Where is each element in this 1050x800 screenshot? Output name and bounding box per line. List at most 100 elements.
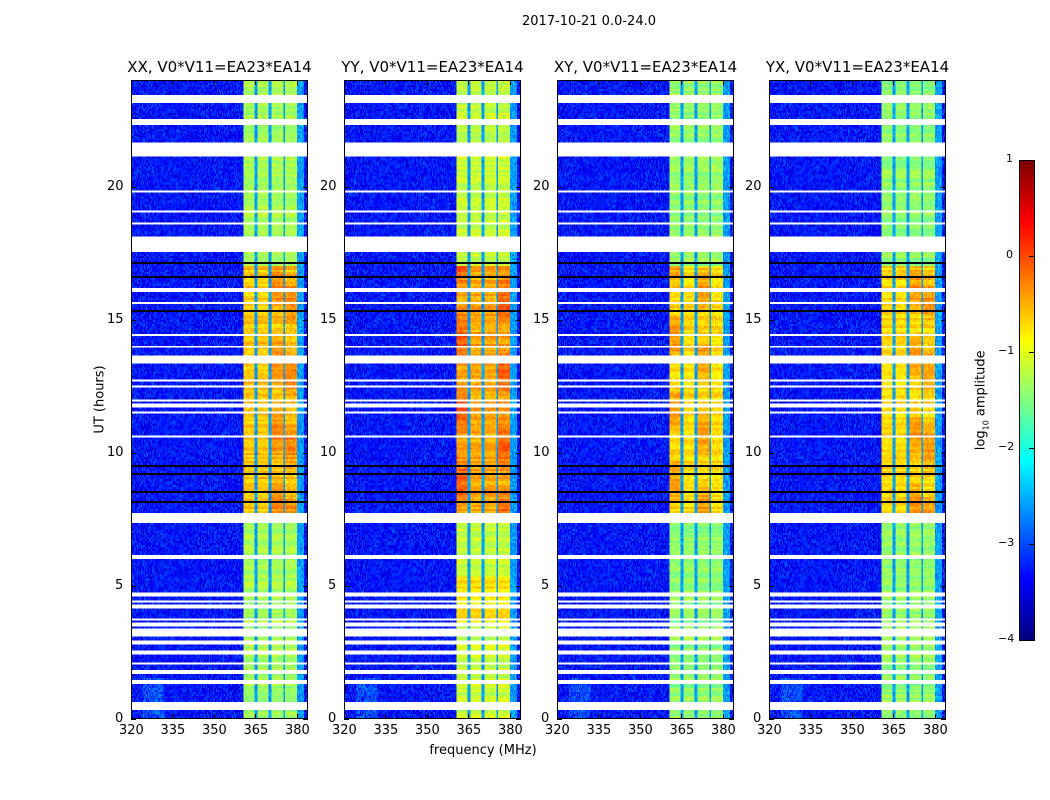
- x-tick-label: 350: [414, 723, 440, 738]
- x-tick-top: [851, 80, 853, 85]
- y-tick-right: [303, 319, 308, 321]
- y-tick-right: [303, 585, 308, 587]
- figure-title: 2017-10-21 0.0-24.0: [522, 14, 656, 29]
- colorbar-tick-label: −4: [998, 632, 1015, 645]
- x-tick-label: 380: [284, 723, 310, 738]
- x-tick-label: 350: [839, 723, 865, 738]
- y-tick-label: 10: [533, 444, 550, 460]
- x-tick-top: [172, 80, 174, 85]
- y-tick: [131, 585, 136, 587]
- heatmap-image: [132, 81, 307, 718]
- y-tick-right: [729, 585, 734, 587]
- y-tick-label: 10: [107, 444, 124, 460]
- y-tick-right: [729, 719, 734, 720]
- y-tick-right: [303, 186, 308, 188]
- panel-title: XX, V0*V11=EA23*EA14: [127, 58, 312, 76]
- x-tick: [344, 714, 345, 719]
- heatmap-image: [558, 81, 733, 718]
- x-tick-label: 320: [757, 723, 782, 738]
- y-tick: [131, 452, 136, 454]
- y-tick-right: [516, 585, 521, 587]
- x-tick-top: [934, 80, 936, 85]
- x-tick: [385, 714, 387, 719]
- colorbar-label: log10 amplitude: [973, 350, 991, 451]
- y-tick-label: 10: [320, 444, 337, 460]
- heatmap-panel: [557, 80, 734, 719]
- y-tick: [557, 585, 562, 587]
- x-tick-top: [557, 80, 558, 85]
- y-tick: [344, 719, 349, 720]
- x-tick-top: [255, 80, 257, 85]
- x-tick: [255, 714, 257, 719]
- x-tick-label: 335: [160, 723, 186, 738]
- x-tick-top: [639, 80, 641, 85]
- x-tick-label: 365: [881, 723, 907, 738]
- y-tick-right: [516, 452, 521, 454]
- heatmap-panel: [769, 80, 946, 719]
- y-tick-right: [303, 452, 308, 454]
- x-tick-label: 320: [119, 723, 144, 738]
- y-tick: [344, 319, 349, 321]
- y-tick-label: 10: [745, 444, 762, 460]
- x-tick: [810, 714, 812, 719]
- y-tick-right: [516, 719, 521, 720]
- x-tick-top: [426, 80, 428, 85]
- x-tick-top: [385, 80, 387, 85]
- x-tick-top: [344, 80, 345, 85]
- x-tick-label: 380: [710, 723, 736, 738]
- y-tick-right: [941, 186, 946, 188]
- colorbar-tick-label: 0: [1006, 248, 1013, 261]
- x-tick: [769, 714, 770, 719]
- colorbar-tick-label: −1: [998, 344, 1015, 357]
- y-tick: [769, 585, 774, 587]
- x-tick: [722, 714, 724, 719]
- y-tick: [769, 319, 774, 321]
- panel-title: YY, V0*V11=EA23*EA14: [341, 58, 524, 76]
- x-tick: [468, 714, 470, 719]
- x-axis-label: frequency (MHz): [429, 743, 537, 758]
- x-tick-label: 380: [497, 723, 523, 738]
- y-tick: [557, 186, 562, 188]
- colorbar-tick-label: −2: [998, 440, 1015, 453]
- y-tick-right: [516, 319, 521, 321]
- x-tick-top: [598, 80, 600, 85]
- y-tick: [344, 452, 349, 454]
- y-tick-label: 20: [533, 178, 550, 194]
- x-tick-top: [296, 80, 298, 85]
- x-tick-top: [722, 80, 724, 85]
- y-tick: [131, 719, 136, 720]
- x-tick: [131, 714, 132, 719]
- y-tick: [344, 585, 349, 587]
- y-tick-right: [303, 719, 308, 720]
- x-tick: [851, 714, 853, 719]
- y-tick-right: [729, 452, 734, 454]
- y-tick: [769, 719, 774, 720]
- x-tick-label: 380: [922, 723, 948, 738]
- x-tick: [934, 714, 936, 719]
- colorbar: [1019, 160, 1035, 641]
- x-tick-top: [810, 80, 812, 85]
- y-tick: [557, 319, 562, 321]
- x-tick-label: 335: [798, 723, 824, 738]
- heatmap-image: [345, 81, 520, 718]
- y-tick: [557, 452, 562, 454]
- x-tick: [509, 714, 511, 719]
- x-tick-label: 335: [373, 723, 399, 738]
- y-tick-label: 5: [541, 577, 550, 593]
- y-tick-right: [516, 186, 521, 188]
- panel-title: XY, V0*V11=EA23*EA14: [553, 58, 738, 76]
- colorbar-tick: [1029, 544, 1034, 545]
- x-tick: [296, 714, 298, 719]
- y-tick-right: [729, 186, 734, 188]
- x-tick: [639, 714, 641, 719]
- y-tick: [557, 719, 562, 720]
- y-tick-right: [729, 319, 734, 321]
- colorbar-tick: [1029, 448, 1034, 449]
- colorbar-tick-label: −3: [998, 536, 1015, 549]
- y-tick-label: 5: [115, 577, 124, 593]
- x-tick-label: 350: [627, 723, 653, 738]
- y-tick-label: 20: [107, 178, 124, 194]
- colorbar-tick: [1029, 640, 1034, 641]
- y-tick: [131, 319, 136, 321]
- y-tick: [769, 186, 774, 188]
